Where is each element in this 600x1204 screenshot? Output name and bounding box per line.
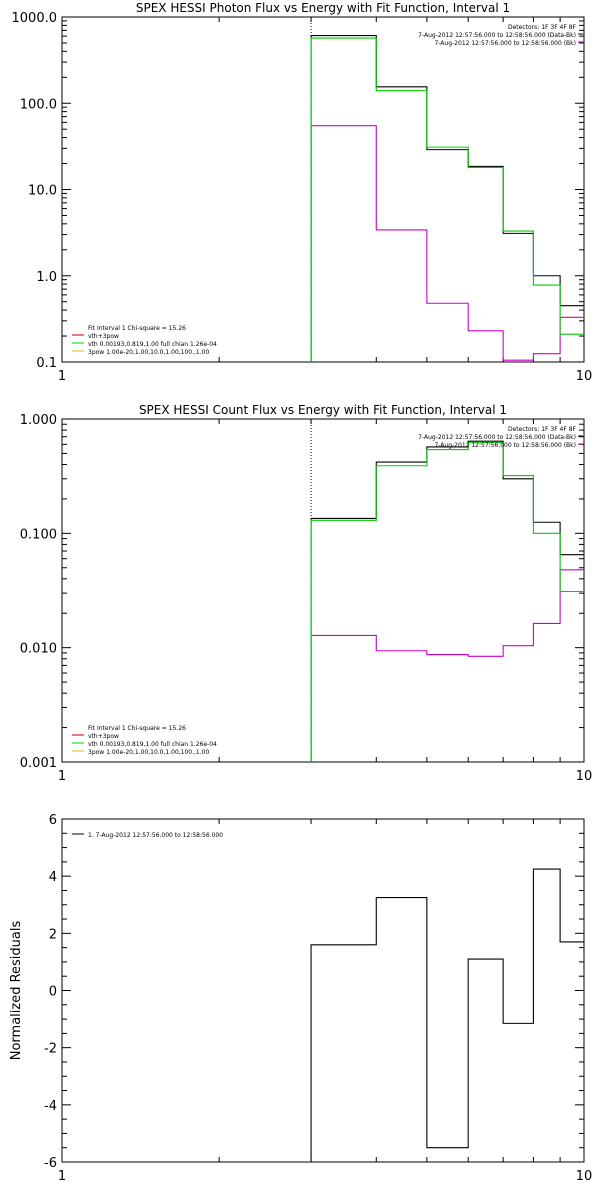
legend-text: 7-Aug-2012 12:57:56.000 to 12:58:56.000 … [434, 442, 576, 449]
legend-text: vth 0.00193,0.819,1.00 full chian 1.26e-… [88, 341, 217, 348]
y-tick-label: 0.010 [20, 642, 57, 657]
y-tick-label: 0 [49, 985, 57, 1000]
series-line-data-bk [310, 34, 584, 362]
x-tick-label: 1 [58, 769, 66, 784]
y-tick-label: 0.1 [36, 356, 57, 371]
y-axis-label: Normalized Residuals [9, 921, 24, 1061]
panel-1: SPEX HESSI Photon Flux vs Energy with Fi… [12, 1, 593, 384]
legend-text: Detectors: 1F 3F 4F 8F [508, 426, 577, 433]
x-tick-label: 10 [576, 369, 593, 384]
legend-text: vth+3pow [88, 733, 119, 740]
y-tick-label: -2 [44, 1042, 57, 1057]
x-tick-label: 10 [576, 1169, 593, 1184]
legend-text: vth+3pow [88, 333, 119, 340]
legend-text: vth 0.00193,0.819,1.00 full chian 1.26e-… [88, 741, 217, 748]
y-tick-label: 1000.0 [12, 11, 58, 26]
series-line-data-bk [310, 440, 584, 762]
legend-text: 7-Aug-2012 12:57:56.000 to 12:58:56.000 … [418, 434, 576, 441]
y-tick-label: 1.0 [36, 270, 57, 285]
panel-3: 1 10 -6 -4 -2 0 2 4 6 Normalized Residuals 1. 7-Au… [9, 813, 592, 1184]
series-line-bk [310, 569, 584, 762]
y-tick-label: 100.0 [20, 97, 57, 112]
series-line-bk [310, 125, 584, 362]
legend-text: Detectors: 1F 3F 4F 8F [508, 24, 577, 31]
x-tick-label: 1 [58, 369, 66, 384]
y-tick-label: 0.001 [20, 756, 57, 771]
y-tick-label: 1.000 [20, 413, 57, 428]
y-tick-label: 2 [49, 927, 57, 942]
legend-text: 7-Aug-2012 12:57:56.000 to 12:58:56.000 … [434, 40, 576, 47]
series-line-1-7-aug-2012-12-57-56-000-to-12-58-56-000 [310, 868, 584, 1162]
y-tick-label: -4 [44, 1099, 57, 1114]
x-tick-label: 10 [576, 769, 593, 784]
series-line-vth [310, 37, 584, 362]
series-group [310, 34, 584, 362]
y-tick-label: 0.100 [20, 527, 57, 542]
x-tick-label: 1 [58, 1169, 66, 1184]
series-line-vth [310, 442, 584, 762]
panel-2: SPEX HESSI Count Flux vs Energy with Fit… [20, 403, 592, 784]
axes-frame [61, 818, 585, 1163]
y-tick-label: 4 [49, 870, 57, 885]
series-group [310, 440, 584, 762]
chart-title: SPEX HESSI Count Flux vs Energy with Fit… [139, 403, 507, 417]
axes-frame [61, 16, 585, 363]
y-tick-label: 6 [49, 813, 57, 828]
axes-frame [61, 418, 585, 763]
y-tick-label: 10.0 [28, 184, 57, 199]
legend-text: 3pow 1.00e-20,1.00,10.0,1.00,100.,1.00 [88, 749, 209, 756]
legend-text: Fit Interval 1 Chi-square = 15.26 [88, 725, 186, 732]
series-group [310, 868, 584, 1162]
legend-text: 7-Aug-2012 12:57:56.000 to 12:58:56.000 … [418, 32, 576, 39]
y-tick-label: -6 [44, 1156, 57, 1171]
legend-text: Fit Interval 1 Chi-square = 15.26 [88, 325, 186, 332]
legend-text: 3pow 1.00e-20,1.00,10.0,1.00,100.,1.00 [88, 349, 209, 356]
chart-title: SPEX HESSI Photon Flux vs Energy with Fi… [136, 1, 510, 15]
legend-text: 1. 7-Aug-2012 12:57:56.000 to 12:58:56.0… [88, 832, 223, 839]
